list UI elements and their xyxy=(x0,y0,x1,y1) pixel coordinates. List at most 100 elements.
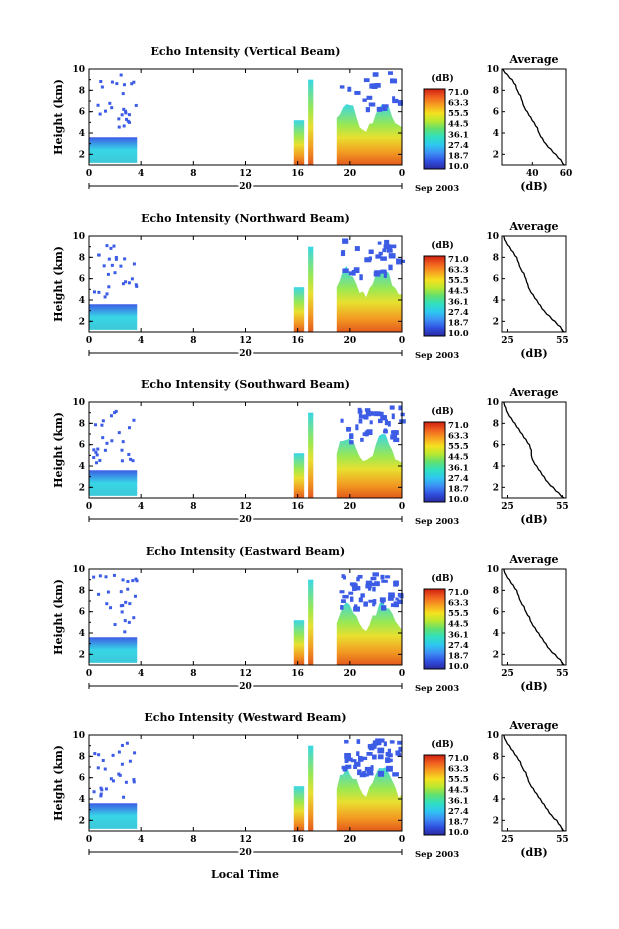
echo-cell xyxy=(97,592,101,596)
echo-cell xyxy=(96,766,100,770)
echo-cell xyxy=(399,419,406,424)
colorbar-tick-label: 18.7 xyxy=(448,318,469,328)
echo-cell xyxy=(114,409,118,413)
x-tick-label: 0 xyxy=(399,669,405,679)
y-tick-label: 10 xyxy=(72,731,85,741)
echo-cell xyxy=(392,96,396,101)
echo-cell xyxy=(392,772,399,777)
y-tick-label: 6 xyxy=(79,774,85,784)
echo-panel-1: Echo Intensity (Northward Beam) 2 4 6 8 10 Hei… xyxy=(52,212,569,361)
echo-cell xyxy=(364,430,369,437)
echo-cell xyxy=(101,419,105,423)
y-tick-label: 8 xyxy=(79,586,85,596)
colorbar-tick-label: 63.3 xyxy=(448,99,469,109)
echo-cell xyxy=(389,740,395,744)
echo-cell xyxy=(386,249,393,253)
echo-cell xyxy=(354,90,361,95)
average-profile: Average 2 4 6 8 10 25 55 (dB) xyxy=(486,220,568,360)
echo-cell xyxy=(368,102,376,107)
echo-cell xyxy=(387,71,393,75)
echo-cell xyxy=(132,778,136,782)
echo-cell xyxy=(383,244,391,250)
x-tick-label: 4 xyxy=(138,502,144,512)
echo-cell xyxy=(372,586,376,592)
echo-cell xyxy=(387,748,392,754)
y-tick-label: 10 xyxy=(72,398,85,408)
echo-cell xyxy=(127,281,131,285)
low-echo-layer xyxy=(89,137,138,163)
avg-y-tick-label: 6 xyxy=(493,608,499,618)
echo-cell xyxy=(97,290,101,294)
echo-cell xyxy=(117,431,121,435)
colorbar-tick-label: 10.0 xyxy=(448,495,469,505)
echo-cell xyxy=(376,106,383,112)
echo-cell xyxy=(392,430,399,436)
colorbar-tick-label: 10.0 xyxy=(448,329,469,339)
x-tick-label: 8 xyxy=(190,669,196,679)
echo-cell xyxy=(121,92,125,96)
evening-echo-block xyxy=(336,103,402,165)
colorbar-tick-label: 36.1 xyxy=(448,796,469,806)
echo-cell xyxy=(380,411,384,417)
panel-title: Echo Intensity (Northward Beam) xyxy=(141,212,350,225)
x-tick-label: 0 xyxy=(86,669,92,679)
avg-y-tick-label: 2 xyxy=(493,150,499,160)
avg-x-tick-label: 55 xyxy=(556,502,569,512)
echo-cell xyxy=(342,575,347,580)
echo-cell xyxy=(119,604,123,608)
avg-y-tick-label: 8 xyxy=(493,752,499,762)
echo-cell xyxy=(133,751,137,755)
avg-x-tick-label: 60 xyxy=(560,169,573,179)
echo-cell xyxy=(120,113,124,117)
colorbar-unit: (dB) xyxy=(431,739,453,750)
echo-cell xyxy=(348,591,354,595)
avg-y-tick-label: 4 xyxy=(493,129,499,139)
colorbar-tick-label: 55.5 xyxy=(448,276,469,286)
echo-cell xyxy=(370,411,378,416)
colorbar xyxy=(423,88,446,170)
colorbar-tick-label: 44.5 xyxy=(448,287,469,297)
echo-cell xyxy=(374,581,380,587)
x-tick-label: 12 xyxy=(239,336,252,346)
colorbar-tick-label: 27.4 xyxy=(448,807,469,817)
colorbar-tick-label: 63.3 xyxy=(448,432,469,442)
echo-cell xyxy=(397,100,403,106)
echo-cell xyxy=(389,405,395,410)
x-tick-label: 20 xyxy=(344,669,357,679)
evening-echo-block xyxy=(336,266,402,332)
colorbar-tick-label: 63.3 xyxy=(448,599,469,609)
echo-cell xyxy=(134,103,138,107)
echo-cell xyxy=(375,254,382,259)
echo-cell xyxy=(354,585,361,591)
echo-cell xyxy=(374,270,381,275)
y-tick-label: 4 xyxy=(79,129,85,139)
echo-cell xyxy=(97,753,101,757)
echo-cell xyxy=(119,73,123,77)
echo-cell xyxy=(378,251,383,256)
colorbar-tick-label: 18.7 xyxy=(448,817,469,827)
echo-cell xyxy=(368,599,375,603)
colorbar-tick-label: 55.5 xyxy=(448,775,469,785)
echo-cell xyxy=(134,577,138,581)
date-label: Sep 2003 xyxy=(415,351,459,361)
echo-cell xyxy=(386,765,393,772)
echo-cell xyxy=(340,605,344,610)
y-tick-label: 6 xyxy=(79,275,85,285)
echo-cell xyxy=(356,739,361,744)
echo-cell xyxy=(390,435,398,439)
echo-cell xyxy=(130,277,134,281)
echo-cell xyxy=(96,103,100,107)
echo-cell xyxy=(359,274,363,281)
echo-cell xyxy=(132,418,136,422)
echo-cell xyxy=(126,587,130,591)
echo-cell xyxy=(362,770,366,776)
x-tick-label: 16 xyxy=(291,669,304,679)
day-label: 20 xyxy=(239,515,252,525)
x-tick-label: 16 xyxy=(291,835,304,845)
echo-cell xyxy=(354,246,360,251)
echo-cell xyxy=(132,616,136,620)
echo-cell xyxy=(381,104,389,108)
low-echo-layer xyxy=(89,470,138,496)
colorbar-tick-label: 27.4 xyxy=(448,141,469,151)
colorbar-tick-label: 10.0 xyxy=(448,662,469,672)
